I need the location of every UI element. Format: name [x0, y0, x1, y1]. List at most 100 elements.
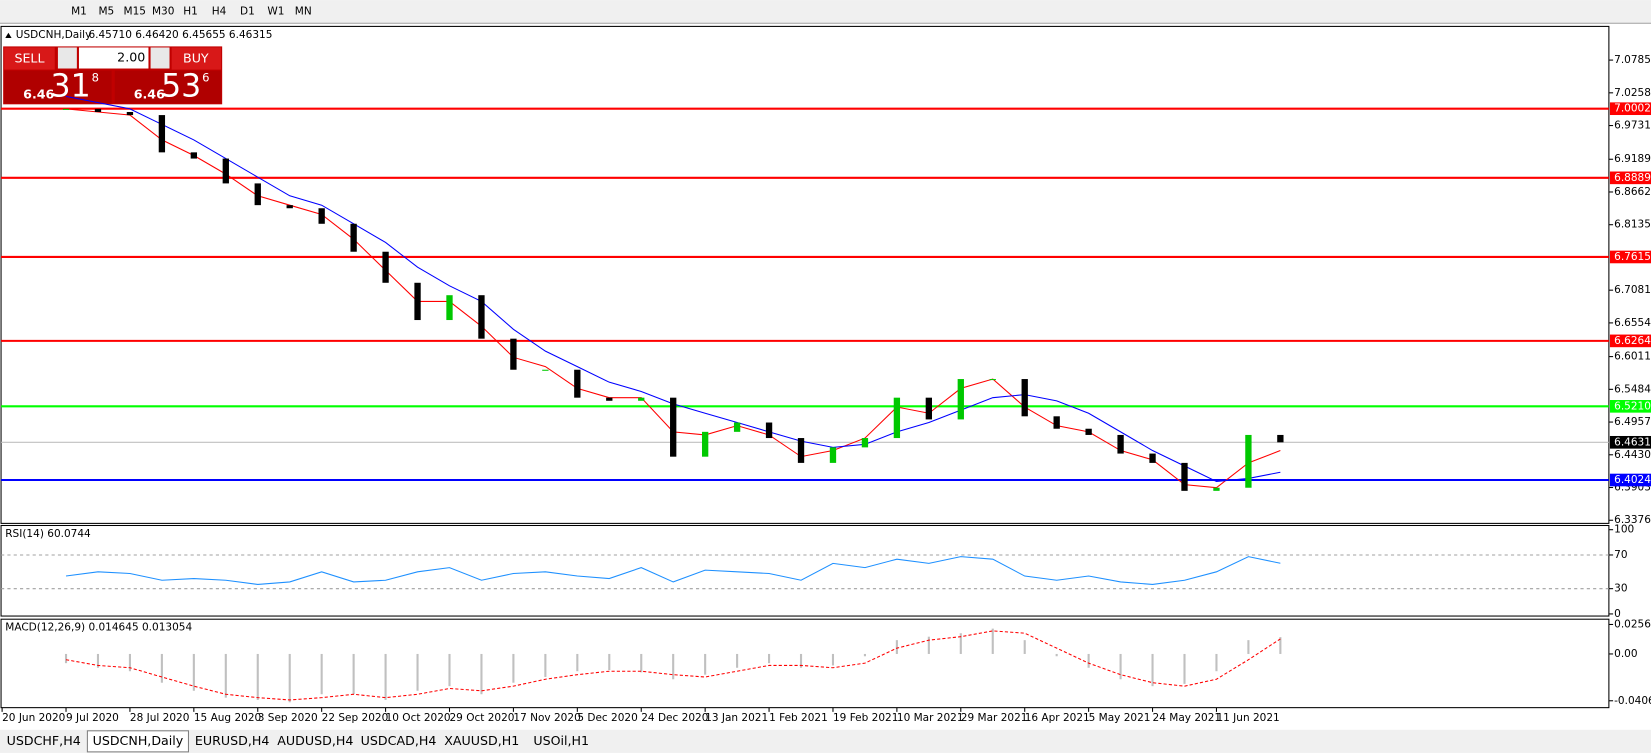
- macd-histogram: [640, 653, 643, 673]
- tab[interactable]: AUDUSD,H4: [277, 733, 353, 748]
- candle: [542, 369, 549, 371]
- level-tag: [1609, 171, 1651, 185]
- level-tag: [1609, 473, 1651, 487]
- macd-histogram: [1215, 653, 1218, 672]
- macd-histogram: [608, 653, 611, 671]
- bid-pips: 31: [51, 68, 91, 104]
- candle: [1213, 487, 1220, 491]
- x-tick-label: 24 Dec 2020: [641, 712, 708, 724]
- candle: [1149, 453, 1156, 463]
- tab[interactable]: XAUUSD,H1: [444, 733, 519, 748]
- level-label: 6.52108: [1614, 400, 1651, 412]
- x-tick-label: 24 May 2021: [1153, 712, 1222, 724]
- candle: [1021, 379, 1028, 417]
- x-tick-label: 10 Oct 2020: [386, 712, 451, 724]
- timeframe-button[interactable]: W1: [267, 6, 284, 18]
- candle: [1277, 434, 1284, 443]
- ask-box[interactable]: [114, 70, 222, 104]
- candle: [318, 208, 325, 224]
- candle: [1117, 434, 1124, 454]
- candle: [94, 108, 102, 112]
- bid-box[interactable]: [4, 70, 112, 104]
- y-tick-label: 70: [1614, 549, 1627, 561]
- candle: [829, 447, 837, 463]
- rsi-title: RSI(14) 60.0744: [5, 528, 91, 540]
- macd-histogram: [1087, 653, 1090, 668]
- x-tick-label: 11 Jun 2021: [1216, 712, 1279, 724]
- timeframe-button[interactable]: D1: [240, 6, 255, 18]
- macd-histogram: [1151, 653, 1154, 687]
- y-tick-label: 6.91890: [1614, 153, 1651, 165]
- y-tick-label: -0.04068: [1614, 695, 1651, 707]
- timeframe-button[interactable]: H1: [183, 6, 198, 18]
- macd-histogram: [576, 653, 579, 672]
- macd-histogram: [416, 653, 419, 691]
- candle: [701, 431, 709, 457]
- tab[interactable]: USOil,H1: [533, 733, 589, 748]
- macd-histogram: [736, 653, 739, 668]
- x-tick-label: 17 Nov 2020: [513, 712, 580, 724]
- y-tick-label: 0: [1614, 608, 1621, 620]
- y-tick-label: 6.54845: [1614, 383, 1651, 395]
- level-tag: [1609, 400, 1651, 413]
- macd-histogram: [959, 633, 962, 654]
- candle: [670, 397, 677, 457]
- macd-histogram: [192, 653, 195, 691]
- candle: [510, 338, 517, 370]
- y-tick-label: 6.60115: [1614, 351, 1651, 363]
- timeframe-button[interactable]: M1: [71, 6, 87, 18]
- y-tick-label: 6.65540: [1614, 317, 1651, 329]
- lot-input[interactable]: [78, 47, 149, 69]
- timeframe-button[interactable]: H4: [212, 6, 227, 18]
- candle: [957, 379, 964, 420]
- tab[interactable]: USDCHF,H4: [7, 733, 81, 748]
- tab[interactable]: USDCNH,Daily: [93, 733, 184, 748]
- macd-histogram: [895, 640, 898, 654]
- candle: [765, 422, 773, 439]
- macd-histogram: [1119, 653, 1122, 680]
- macd-histogram: [320, 653, 323, 695]
- macd-histogram: [96, 653, 100, 668]
- lot-up[interactable]: [150, 47, 170, 69]
- macd-histogram: [768, 653, 771, 664]
- x-tick-label: 9 Jul 2020: [66, 712, 119, 724]
- y-tick-label: 100: [1614, 524, 1634, 536]
- level-tag: [1609, 250, 1651, 264]
- macd-histogram: [1055, 653, 1058, 657]
- timeframe-button[interactable]: MN: [295, 6, 312, 18]
- x-tick-label: 15 Aug 2020: [194, 712, 261, 724]
- tab[interactable]: EURUSD,H4: [195, 733, 270, 748]
- rsi-line: [65, 556, 1281, 585]
- candle: [254, 183, 261, 206]
- sell-label: SELL: [14, 51, 44, 66]
- timeframe-button[interactable]: M5: [98, 6, 114, 18]
- trade-panel: SELL 2.00 BUY 6.46 31 8 6.46 53 6: [3, 46, 223, 104]
- macd-histogram: [672, 653, 675, 680]
- macd-histogram: [480, 653, 483, 695]
- macd-histogram: [544, 653, 547, 677]
- macd-histogram: [1183, 653, 1186, 684]
- candle: [350, 223, 357, 252]
- sell-button[interactable]: [4, 47, 55, 70]
- active-tab: [86, 730, 190, 753]
- timeframe-button[interactable]: M30: [152, 6, 174, 18]
- tab[interactable]: USDCAD,H4: [361, 733, 437, 748]
- candle: [925, 397, 933, 420]
- x-tick-label: 29 Oct 2020: [449, 712, 514, 724]
- toolbar: [0, 0, 1651, 24]
- tab-bar: [0, 729, 1651, 753]
- candle: [286, 205, 293, 209]
- lot-down[interactable]: [57, 47, 77, 69]
- timeframe-button[interactable]: M15: [124, 6, 146, 18]
- macd-histogram: [64, 653, 68, 664]
- y-tick-label: 7.02585: [1614, 87, 1651, 99]
- candle: [606, 397, 613, 401]
- macd-histogram: [799, 653, 803, 668]
- candle: [62, 108, 70, 110]
- macd-histogram: [863, 653, 866, 657]
- buy-button[interactable]: [171, 47, 222, 70]
- x-tick-label: 22 Sep 2020: [322, 712, 389, 724]
